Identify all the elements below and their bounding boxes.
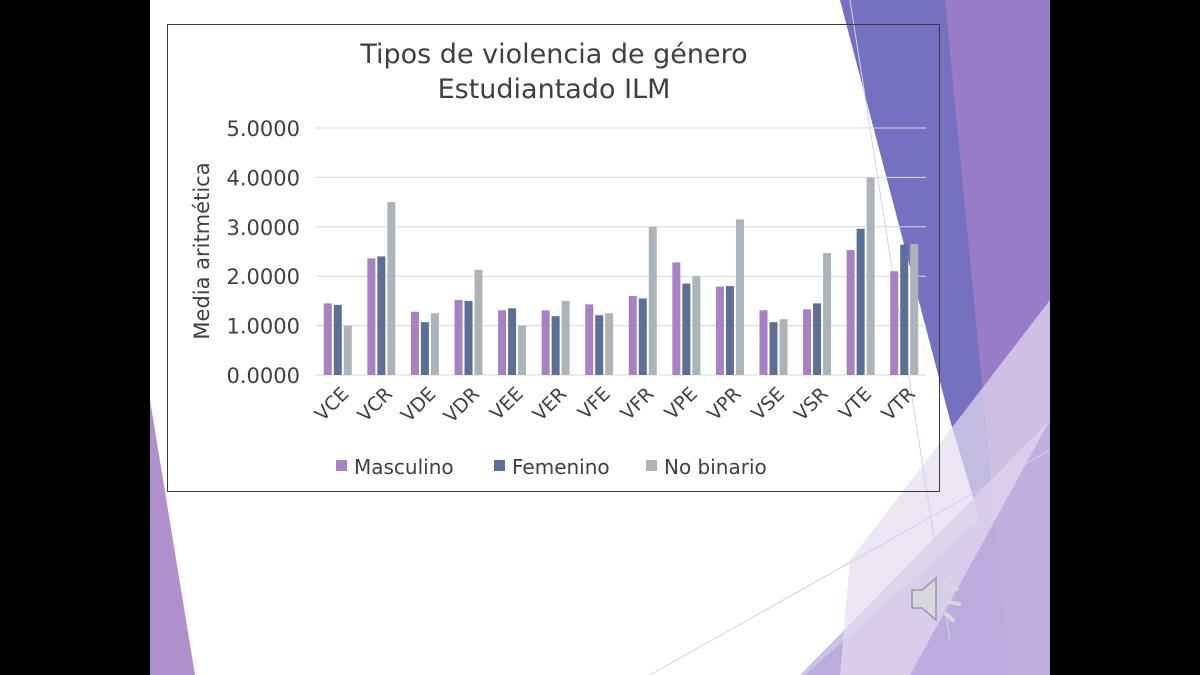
bar (813, 303, 822, 375)
legend-label: Masculino (354, 455, 454, 479)
y-axis-label: Media aritmética (190, 162, 214, 339)
bar (410, 311, 419, 375)
bar-chart: Tipos de violencia de género Estudiantad… (190, 39, 926, 479)
bar (420, 322, 429, 375)
x-tick-label: VPE (661, 383, 702, 424)
bar (910, 244, 919, 375)
x-tick-label: VFR (617, 383, 659, 425)
bar (682, 283, 691, 375)
x-tick-label: VDE (397, 383, 441, 427)
bar (769, 322, 778, 375)
x-tick-label: VER (529, 383, 572, 426)
bar (518, 325, 527, 375)
x-tick-label: VEE (486, 383, 528, 425)
bar (846, 250, 855, 375)
bar (430, 313, 439, 375)
decor-line (849, 0, 951, 641)
x-tick-label: VTR (877, 383, 919, 425)
legend-label: No binario (664, 455, 767, 479)
slide: Tipos de violencia de género Estudiantad… (150, 0, 1050, 675)
bar (605, 313, 614, 375)
x-tick-label: VCR (353, 383, 396, 426)
decor-shape-left (150, 400, 195, 675)
bar (508, 308, 517, 375)
y-axis-ticks: 0.0000 1.0000 2.0000 3.0000 4.0000 5.0000 (227, 117, 300, 388)
bar (803, 309, 812, 375)
chart-container: Tipos de violencia de género Estudiantad… (167, 24, 940, 492)
bar (464, 300, 473, 375)
bar (866, 177, 875, 375)
bar (856, 228, 865, 375)
bar (561, 300, 570, 375)
y-tick-label: 4.0000 (227, 166, 300, 190)
speaker-icon[interactable] (908, 570, 974, 628)
x-tick-label: VDR (440, 383, 484, 427)
y-tick-label: 3.0000 (227, 216, 300, 240)
bar (715, 286, 724, 375)
x-tick-label: VPR (703, 383, 745, 425)
bar (823, 252, 832, 375)
x-tick-label: VSE (747, 383, 789, 425)
decor-line (649, 449, 1050, 675)
grid-lines (316, 127, 926, 376)
bar (735, 219, 744, 375)
bar (759, 310, 768, 375)
chart-title: Tipos de violencia de género (359, 39, 747, 70)
bar (343, 325, 352, 375)
legend-swatch (646, 460, 657, 471)
x-tick-label: VCE (311, 383, 354, 426)
x-tick-label: VTE (835, 383, 876, 424)
legend-label: Femenino (512, 455, 610, 479)
bar (628, 295, 637, 375)
y-tick-label: 5.0000 (227, 117, 300, 141)
bar (900, 244, 909, 375)
bar (551, 316, 560, 375)
bar (454, 299, 463, 375)
bar (779, 319, 788, 375)
bar (672, 262, 681, 375)
decor-shape-light (840, 300, 1050, 675)
bar (890, 271, 899, 375)
bar (692, 276, 701, 375)
x-tick-label: VSR (790, 383, 833, 426)
y-tick-label: 2.0000 (227, 265, 300, 289)
slide-decoration (150, 0, 1050, 675)
legend: Masculino Femenino No binario (336, 455, 767, 479)
x-tick-label: VFE (574, 383, 615, 424)
bars (323, 177, 919, 375)
bar (595, 315, 604, 375)
bar (367, 258, 376, 375)
bar (638, 298, 647, 375)
bar (648, 226, 657, 375)
bar (323, 303, 332, 375)
bar (474, 269, 483, 375)
legend-swatch (336, 460, 347, 471)
bar (541, 310, 550, 375)
bar (725, 286, 734, 375)
bar (585, 304, 594, 375)
y-tick-label: 1.0000 (227, 315, 300, 339)
chart-subtitle: Estudiantado ILM (438, 74, 671, 105)
bar (333, 304, 342, 375)
legend-swatch (494, 460, 505, 471)
y-tick-label: 0.0000 (227, 364, 300, 388)
bar (377, 256, 386, 375)
x-axis-categories: VCE VCR VDE VDR VEE VER VFE VFR VPE VPR VSE VSR VTE V… (311, 383, 920, 427)
bar (387, 202, 396, 375)
bar (498, 310, 507, 375)
